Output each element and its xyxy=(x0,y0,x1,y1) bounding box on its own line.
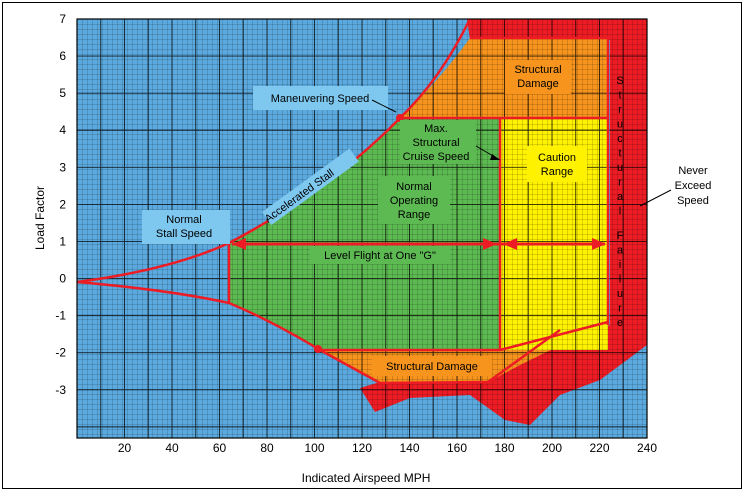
x-tick-label: 100 xyxy=(304,441,324,455)
svg-text:Max.: Max. xyxy=(424,123,448,135)
x-tick-label: 180 xyxy=(494,441,514,455)
svg-text:Cruise Speed: Cruise Speed xyxy=(403,151,470,163)
structural-damage-bottom-label: Structural Damage xyxy=(372,356,492,376)
x-tick-label: 80 xyxy=(260,441,274,455)
svg-text:Caution: Caution xyxy=(538,152,576,164)
y-tick-label: 6 xyxy=(59,49,66,63)
y-tick-labels: 7 6 5 4 3 2 1 0 -1 -2 -3 xyxy=(55,12,66,397)
level-flight-label: Level Flight at One "G" xyxy=(310,246,450,264)
svg-text:Normal: Normal xyxy=(166,214,201,226)
svg-text:Stall Speed: Stall Speed xyxy=(156,228,212,240)
svg-text:Maneuvering Speed: Maneuvering Speed xyxy=(271,93,369,105)
level-flight-arrow-left xyxy=(232,238,246,250)
y-tick-label: -3 xyxy=(55,383,66,397)
level-flight-arrow-right xyxy=(592,238,606,250)
y-axis-label: Load Factor xyxy=(33,186,47,250)
svg-text:Operating: Operating xyxy=(390,195,438,207)
max-structural-cruise-label: Max. Structural Cruise Speed xyxy=(400,120,501,164)
x-tick-label: 140 xyxy=(399,441,419,455)
svg-text:Normal: Normal xyxy=(396,181,431,193)
y-tick-label: 7 xyxy=(59,12,66,26)
y-tick-label: -1 xyxy=(55,309,66,323)
x-tick-label: 120 xyxy=(352,441,372,455)
normal-stall-speed-label: Normal Stall Speed xyxy=(142,210,230,244)
y-tick-label: 4 xyxy=(59,123,66,137)
level-flight-arrow-mid-right xyxy=(483,238,497,250)
x-tick-label: 20 xyxy=(118,441,132,455)
x-tick-label: 160 xyxy=(447,441,467,455)
svg-text:Structural Damage: Structural Damage xyxy=(386,361,478,373)
x-tick-label: 40 xyxy=(165,441,179,455)
svg-text:Structural: Structural xyxy=(412,137,459,149)
y-tick-label: 1 xyxy=(59,234,66,248)
x-tick-label: 60 xyxy=(213,441,227,455)
structural-damage-top-label: Structural Damage xyxy=(505,60,571,94)
y-tick-label: 3 xyxy=(59,160,66,174)
x-axis-label: Indicated Airspeed MPH xyxy=(302,471,431,485)
normal-range-outline xyxy=(227,36,610,352)
x-tick-label: 200 xyxy=(542,441,562,455)
svg-text:Level Flight at One "G": Level Flight at One "G" xyxy=(324,250,436,262)
diagram-frame xyxy=(2,2,742,489)
caution-range-label: Caution Range xyxy=(527,146,587,182)
x-tick-label: 240 xyxy=(637,441,657,455)
never-exceed-speed-label: Never Exceed Speed xyxy=(639,165,712,207)
negative-limit-dot xyxy=(314,345,322,353)
level-flight-arrow-mid-left xyxy=(503,238,517,250)
svg-text:Never: Never xyxy=(678,165,708,177)
svg-text:Range: Range xyxy=(398,209,430,221)
y-tick-label: 0 xyxy=(59,272,66,286)
y-tick-label: 5 xyxy=(59,86,66,100)
x-tick-label: 220 xyxy=(589,441,609,455)
y-tick-label: 2 xyxy=(59,197,66,211)
svg-text:Speed: Speed xyxy=(677,195,709,207)
svg-text:Damage: Damage xyxy=(517,78,559,90)
bottom-damage-outline xyxy=(319,328,561,385)
svg-text:Exceed: Exceed xyxy=(675,180,712,192)
svg-text:Structural: Structural xyxy=(514,64,561,76)
maneuvering-speed-label: Maneuvering Speed xyxy=(253,86,397,113)
svg-text:Range: Range xyxy=(541,166,573,178)
normal-operating-label: Normal Operating Range xyxy=(378,176,450,224)
x-tick-labels: 20 40 60 80 100 120 140 160 180 200 220 240 xyxy=(118,441,658,455)
y-tick-label: -2 xyxy=(55,346,66,360)
